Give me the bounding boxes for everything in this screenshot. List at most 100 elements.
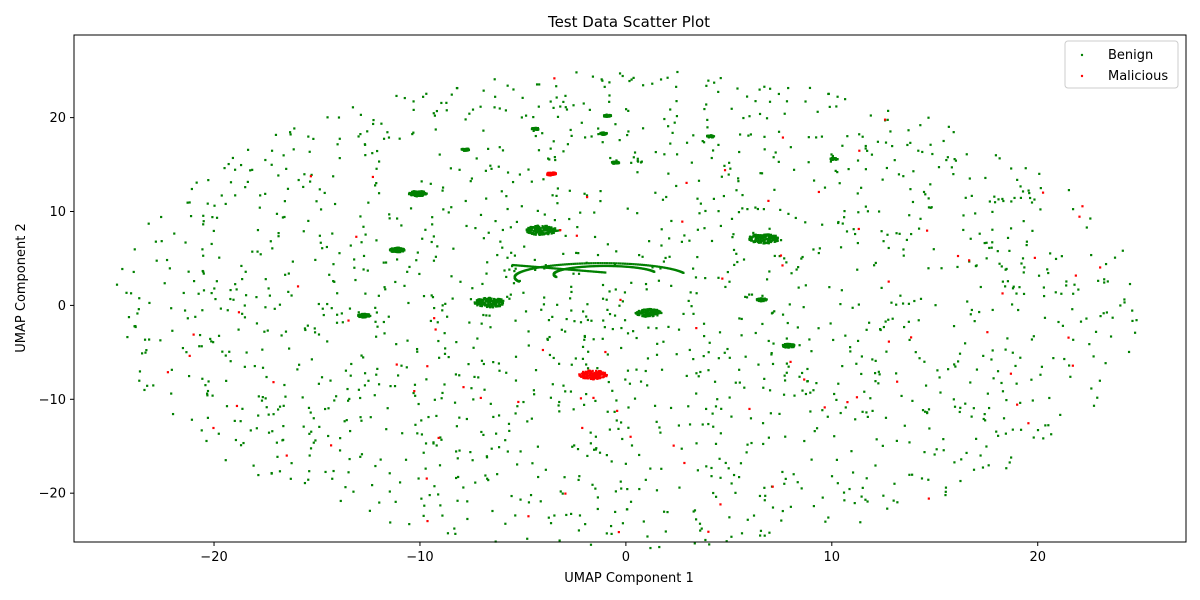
benign-point [611, 327, 614, 331]
benign-point [856, 339, 860, 343]
benign-point [1065, 284, 1068, 287]
benign-point [619, 480, 622, 483]
benign-cluster-point [761, 297, 764, 300]
benign-cluster-point [755, 239, 759, 243]
benign-point [309, 411, 312, 414]
benign-point [264, 306, 267, 309]
benign-point [1019, 428, 1023, 431]
benign-point [804, 221, 807, 224]
benign-point [768, 227, 771, 230]
benign-point [509, 293, 512, 296]
benign-point [513, 254, 517, 257]
benign-point [224, 202, 227, 206]
benign-point [534, 369, 538, 372]
benign-point [835, 458, 839, 461]
malicious-point [857, 227, 860, 231]
benign-point [420, 433, 424, 436]
benign-point [683, 234, 686, 237]
benign-point [332, 175, 335, 178]
benign-cluster-point [538, 230, 542, 233]
benign-point [297, 178, 300, 182]
benign-point [712, 425, 715, 428]
benign-point [615, 419, 618, 422]
benign-cluster-point [488, 305, 491, 308]
benign-point [973, 320, 976, 323]
benign-point [1104, 262, 1108, 266]
benign-point [671, 268, 674, 271]
benign-point [544, 264, 547, 267]
benign-point [474, 481, 477, 484]
benign-point [145, 349, 148, 352]
benign-point [673, 121, 676, 124]
malicious-cluster-point [596, 371, 599, 374]
benign-point [352, 490, 355, 493]
benign-point [660, 467, 663, 470]
benign-cluster-point [551, 228, 554, 231]
benign-cluster-point [399, 249, 402, 252]
benign-point [221, 350, 224, 353]
benign-point [309, 180, 312, 183]
benign-point [972, 468, 976, 471]
benign-point [485, 314, 488, 317]
benign-point [829, 160, 832, 163]
benign-point [474, 226, 477, 230]
benign-point [189, 215, 193, 218]
benign-cluster-point [487, 305, 490, 308]
benign-point [988, 200, 991, 203]
malicious-cluster-point [585, 373, 588, 376]
benign-point [923, 451, 926, 454]
benign-point [777, 92, 780, 96]
benign-point [454, 373, 458, 376]
benign-point [652, 264, 655, 268]
benign-point [927, 267, 930, 270]
benign-cluster-point [605, 132, 608, 135]
benign-point [387, 315, 390, 318]
benign-point [210, 340, 213, 343]
benign-point [351, 106, 355, 109]
benign-cluster-point [791, 343, 794, 346]
benign-point [498, 369, 501, 372]
malicious-point [896, 380, 899, 383]
benign-point [846, 135, 849, 138]
malicious-point [968, 259, 971, 262]
benign-point [705, 465, 708, 468]
benign-point [668, 267, 671, 270]
benign-point [632, 263, 635, 266]
benign-point [555, 96, 558, 99]
benign-point [644, 264, 648, 267]
benign-point [808, 86, 812, 90]
benign-point [569, 297, 572, 300]
benign-cluster-point [655, 308, 658, 311]
benign-point [740, 317, 743, 321]
benign-point [517, 280, 521, 283]
benign-point [1042, 286, 1045, 289]
benign-point [321, 247, 324, 250]
benign-point [750, 441, 753, 445]
benign-point [1010, 303, 1014, 306]
benign-point [901, 302, 905, 305]
benign-point [654, 150, 657, 154]
benign-point [783, 482, 786, 485]
benign-cluster-point [493, 303, 496, 306]
legend-label-malicious: Malicious [1108, 69, 1168, 84]
benign-point [630, 262, 633, 266]
benign-point [121, 267, 124, 271]
benign-point [717, 90, 720, 94]
benign-point [521, 96, 524, 99]
benign-point [596, 507, 599, 511]
benign-point [964, 342, 967, 345]
benign-point [1016, 178, 1019, 181]
benign-cluster-point [480, 305, 484, 308]
benign-point [1131, 309, 1134, 312]
benign-point [923, 410, 927, 413]
benign-point [660, 228, 663, 231]
benign-cluster-point [412, 193, 415, 196]
benign-point [796, 326, 799, 329]
benign-point [432, 112, 435, 115]
benign-point [727, 173, 730, 176]
malicious-cluster-point [546, 172, 549, 175]
benign-point [271, 247, 274, 250]
benign-point [815, 136, 818, 139]
benign-point [991, 308, 994, 312]
benign-point [575, 251, 578, 255]
